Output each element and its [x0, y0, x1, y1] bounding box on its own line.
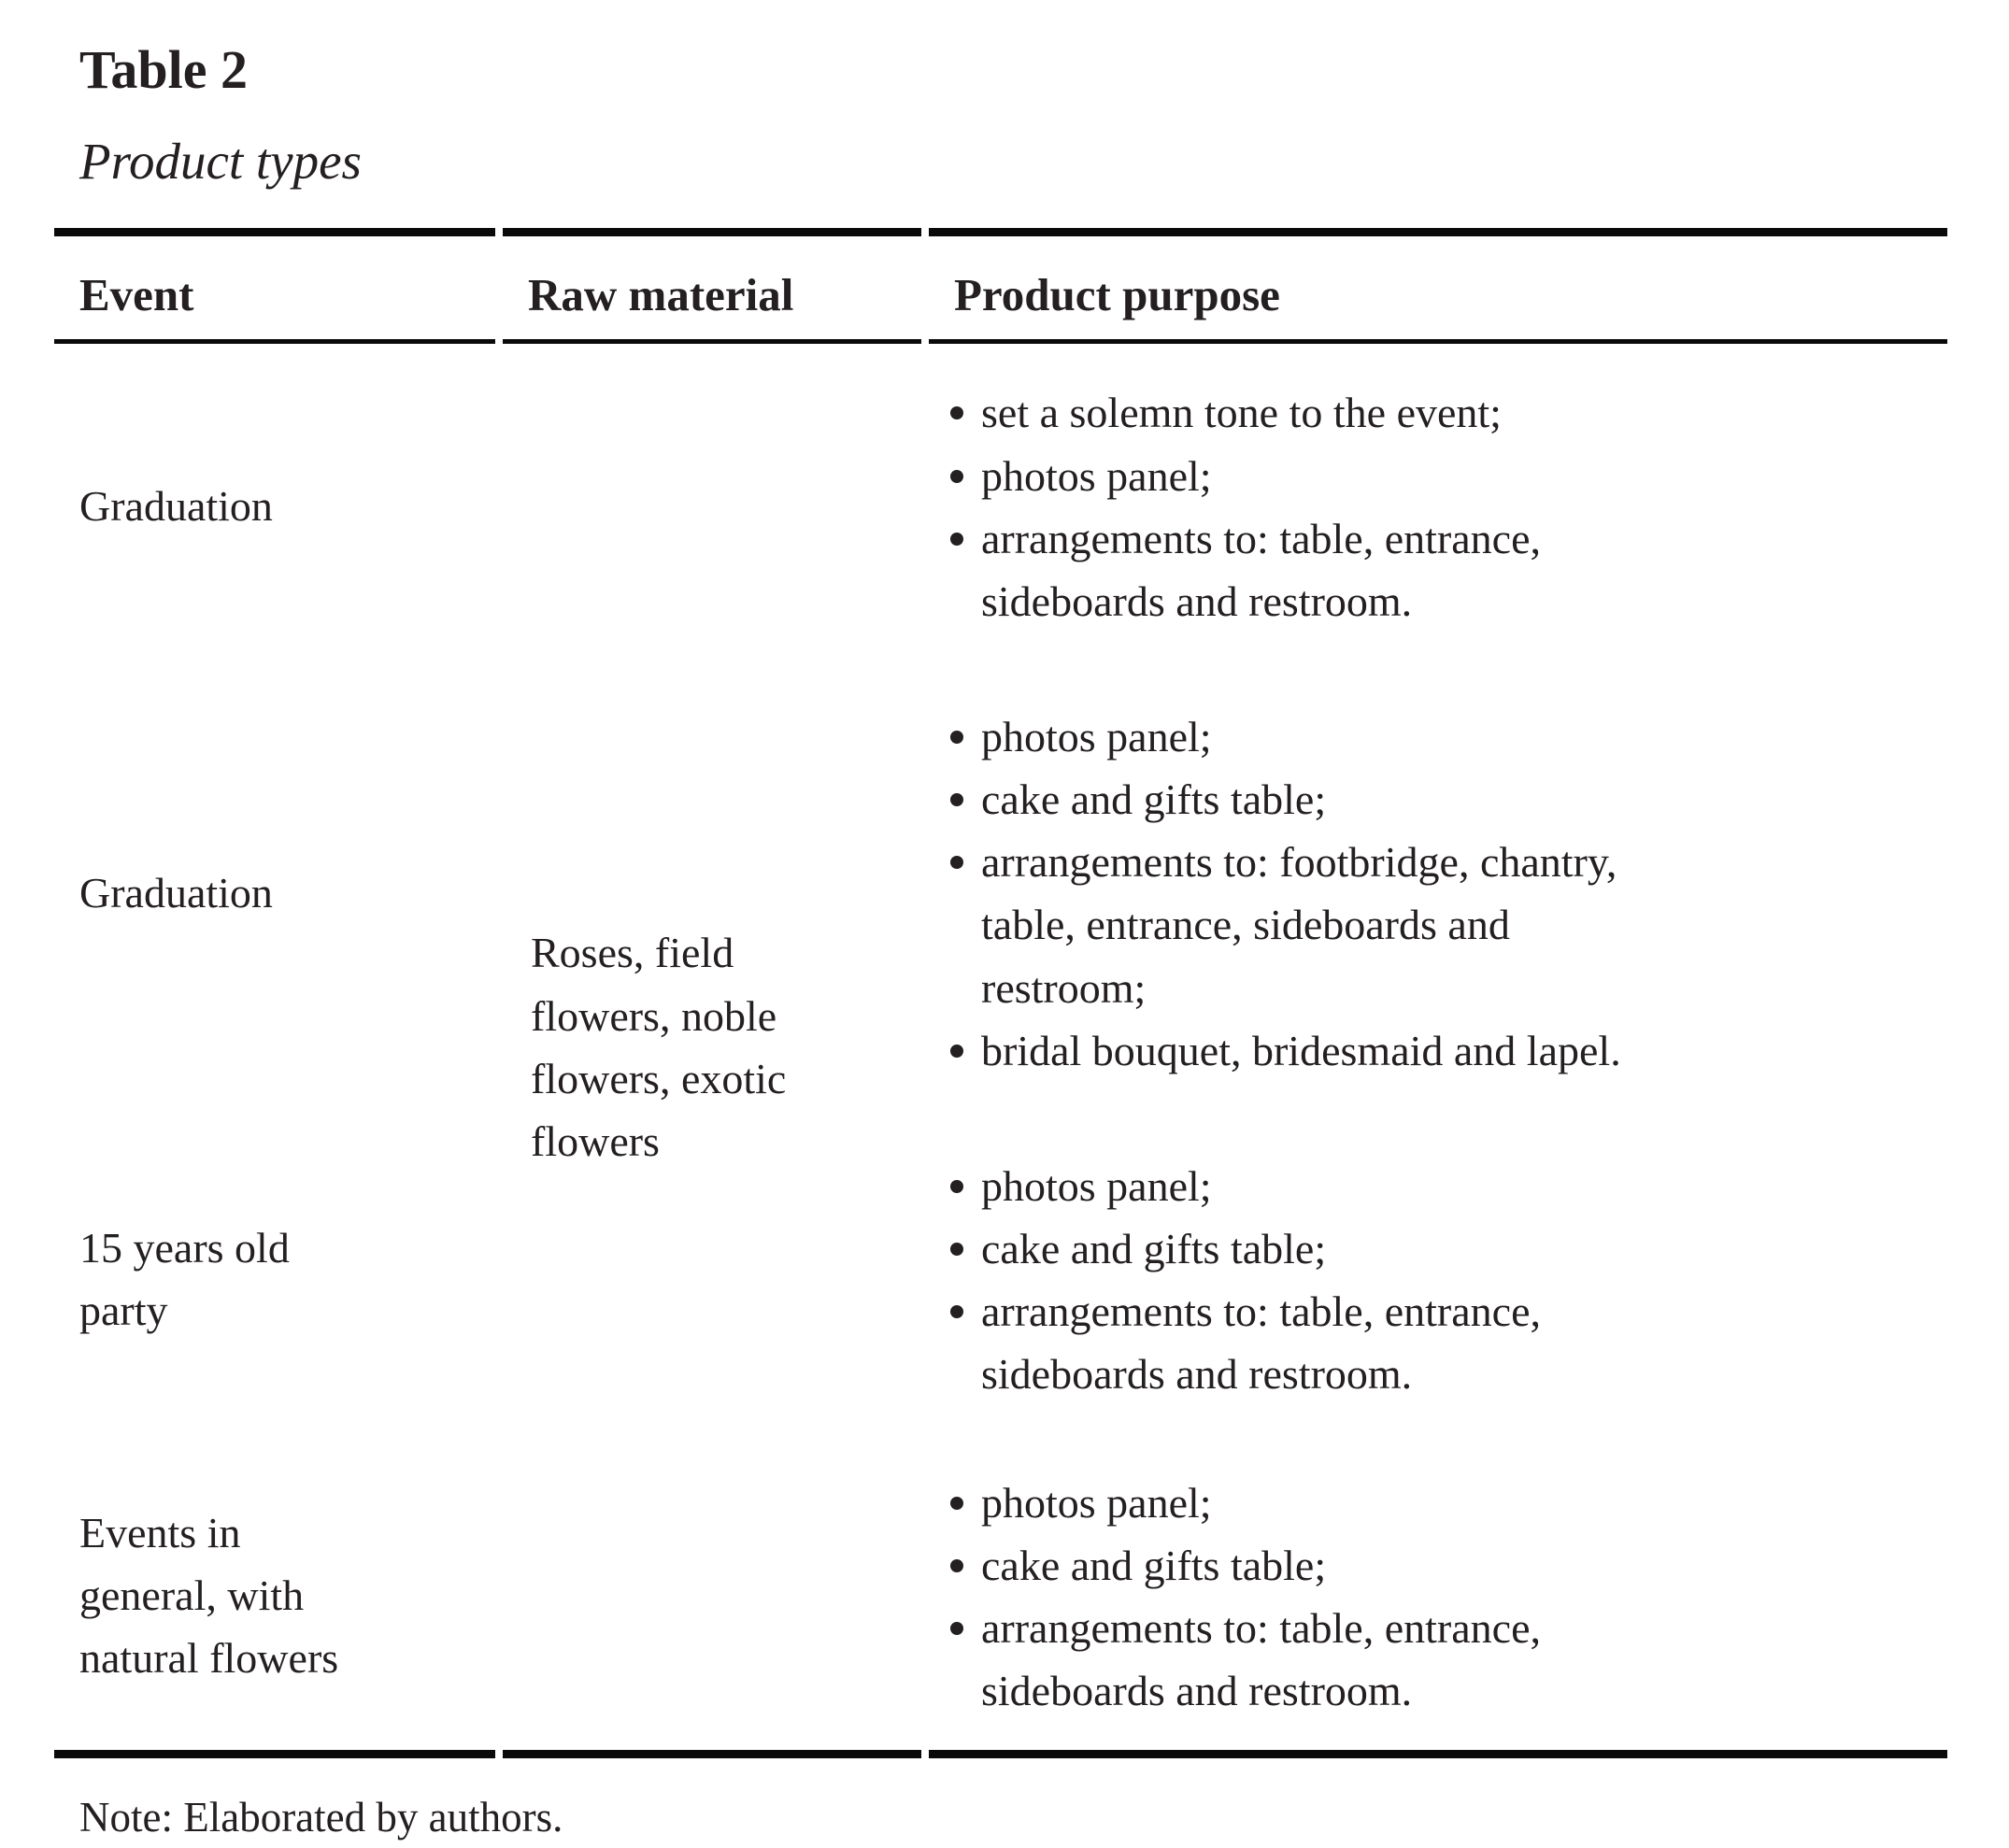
list-item: arrangements to: table, entrance, sidebo…: [949, 1280, 1940, 1405]
bullet-icon: [950, 406, 963, 420]
purpose-text: cake and gifts table;: [981, 1225, 1327, 1273]
purpose-text: bridal bouquet, bridesmaid and lapel.: [981, 1026, 1621, 1074]
list-item: cake and gifts table;: [949, 1534, 1940, 1597]
list-item: photos panel;: [949, 1471, 1940, 1534]
list-item: cake and gifts table;: [949, 1217, 1940, 1280]
purpose-text: arrangements to: table, entrance, sidebo…: [981, 1287, 1541, 1399]
table-row: 15 years old party photos panel; cake an…: [54, 1117, 1947, 1442]
list-item: arrangements to: footbridge, chantry, ta…: [949, 831, 1940, 1018]
table-header: Event Raw material Product purpose: [54, 227, 1947, 345]
purpose-text: arrangements to: footbridge, chantry, ta…: [981, 838, 1617, 1012]
purpose-list: photos panel; cake and gifts table; arra…: [949, 1155, 1940, 1406]
purpose-cell: photos panel; cake and gifts table; arra…: [929, 1442, 1947, 1759]
purpose-cell: set a solemn tone to the event; photos p…: [929, 344, 1947, 668]
table-caption: Product types: [79, 132, 362, 190]
bullet-icon: [950, 793, 963, 807]
bullet-icon: [950, 856, 963, 870]
table-body: Graduation Roses, field flowers, noble f…: [54, 344, 1947, 1759]
bullet-icon: [950, 1179, 963, 1193]
event-cell: Events in general, with natural flowers: [54, 1442, 495, 1759]
purpose-text: arrangements to: table, entrance, sidebo…: [981, 1603, 1541, 1715]
table-row: Events in general, with natural flowers …: [54, 1442, 1947, 1759]
purpose-list: photos panel; cake and gifts table; arra…: [949, 1471, 1940, 1723]
purpose-text: photos panel;: [981, 451, 1212, 500]
purpose-list: set a solemn tone to the event; photos p…: [949, 381, 1940, 633]
col-header-product-purpose: Product purpose: [929, 227, 1947, 345]
table-label: Table 2: [79, 39, 248, 100]
purpose-text: cake and gifts table;: [981, 1541, 1327, 1589]
bullet-icon: [950, 1044, 963, 1058]
purpose-text: cake and gifts table;: [981, 775, 1327, 824]
raw-material-cell: Roses, field flowers, noble flowers, exo…: [503, 344, 921, 1759]
purpose-list: photos panel; cake and gifts table; arra…: [949, 705, 1940, 1082]
purpose-cell: photos panel; cake and gifts table; arra…: [929, 1117, 1947, 1442]
event-cell: Graduation: [79, 482, 273, 531]
table-row: Graduation Roses, field flowers, noble f…: [54, 344, 1947, 1759]
event-cell: 15 years old party: [79, 1224, 290, 1335]
product-types-table: Event Raw material Product purpose Gradu…: [47, 227, 1955, 1759]
purpose-text: photos panel;: [981, 1161, 1212, 1210]
table-note: Note: Elaborated by authors.: [79, 1794, 563, 1841]
list-item: set a solemn tone to the event;: [949, 381, 1940, 444]
bullet-icon: [950, 532, 963, 546]
purpose-text: arrangements to: table, entrance, sidebo…: [981, 514, 1541, 625]
list-item: arrangements to: table, entrance, sidebo…: [949, 507, 1940, 633]
bullet-icon: [950, 1243, 963, 1257]
purpose-text: set a solemn tone to the event;: [981, 389, 1502, 437]
purpose-text: photos panel;: [981, 1478, 1212, 1527]
list-item: photos panel;: [949, 705, 1940, 768]
bullet-icon: [950, 1558, 963, 1572]
table-row: Graduation photos panel; cake and gifts …: [54, 668, 1947, 1117]
list-item: photos panel;: [949, 445, 1940, 507]
header-row: Event Raw material Product purpose: [54, 227, 1947, 345]
col-header-raw-material: Raw material: [503, 227, 921, 345]
event-cell: Graduation: [79, 868, 273, 917]
col-header-event: Event: [54, 227, 495, 345]
list-item: bridal bouquet, bridesmaid and lapel.: [949, 1019, 1940, 1082]
bullet-icon: [950, 1496, 963, 1510]
list-item: arrangements to: table, entrance, sidebo…: [949, 1597, 1940, 1722]
purpose-text: photos panel;: [981, 713, 1212, 761]
list-item: photos panel;: [949, 1155, 1940, 1217]
bullet-icon: [950, 469, 963, 483]
list-item: cake and gifts table;: [949, 768, 1940, 831]
bullet-icon: [950, 1621, 963, 1635]
bullet-icon: [950, 731, 963, 745]
purpose-cell: photos panel; cake and gifts table; arra…: [929, 668, 1947, 1117]
bullet-icon: [950, 1305, 963, 1319]
